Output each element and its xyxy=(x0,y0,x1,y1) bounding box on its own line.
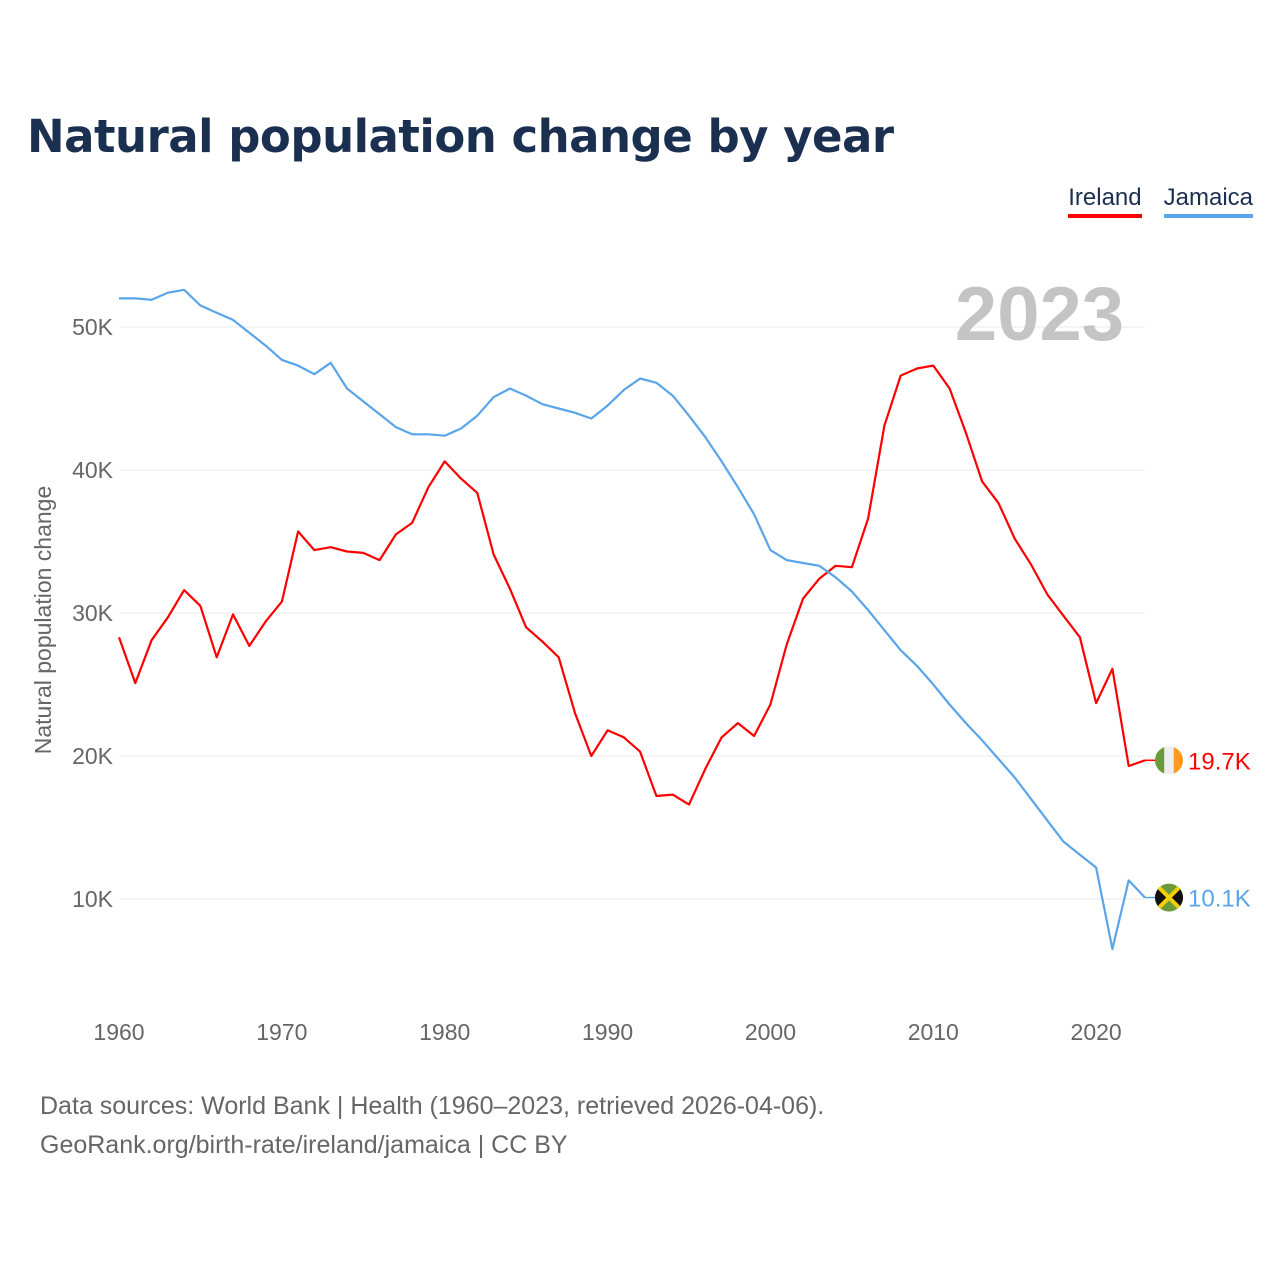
legend-item-jamaica[interactable]: Jamaica xyxy=(1163,184,1253,218)
x-tick-label: 1960 xyxy=(93,1019,144,1045)
x-tick-label: 2000 xyxy=(745,1019,796,1045)
x-tick-label: 1970 xyxy=(256,1019,307,1045)
x-tick-label: 2020 xyxy=(1071,1019,1122,1045)
y-tick-label: 40K xyxy=(72,457,114,483)
y-tick-label: 10K xyxy=(72,886,114,912)
series-line-jamaica[interactable] xyxy=(119,288,1146,951)
y-tick-label: 30K xyxy=(72,600,114,626)
legend-item-ireland[interactable]: Ireland xyxy=(1068,184,1142,218)
footer: Data sources: World Bank | Health (1960–… xyxy=(40,1087,824,1165)
year-overlay: 2023 xyxy=(955,272,1124,357)
x-tick-label: 1980 xyxy=(419,1019,470,1045)
x-tick-label: 1990 xyxy=(582,1019,633,1045)
y-tick-label: 50K xyxy=(72,314,114,340)
end-value-label: 19.7K xyxy=(1188,748,1251,775)
series-line-ireland[interactable] xyxy=(117,364,1146,806)
jamaica-flag-icon xyxy=(1155,883,1183,912)
y-axis-label: Natural population change xyxy=(30,486,56,755)
y-tick-label: 20K xyxy=(72,743,114,769)
end-value-label: 10.1K xyxy=(1188,886,1251,913)
legend: Ireland Jamaica xyxy=(1068,184,1253,218)
data-source: Data sources: World Bank | Health (1960–… xyxy=(40,1092,825,1120)
chart-title: Natural population change by year xyxy=(27,110,894,163)
ireland-flag-icon xyxy=(1155,746,1183,775)
source-link[interactable]: GeoRank.org/birth-rate/ireland/jamaica |… xyxy=(40,1131,568,1159)
x-tick-label: 2010 xyxy=(908,1019,959,1045)
